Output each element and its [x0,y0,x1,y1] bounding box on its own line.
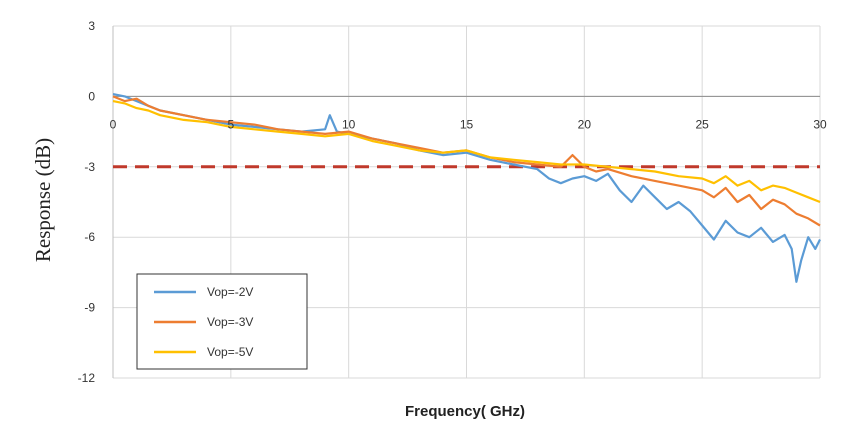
series-line-2 [112,95,821,227]
x-tick-label: 0 [110,117,117,131]
legend-label-2: Vop=-3V [207,315,253,329]
series-line-3 [112,100,821,204]
x-tick-label: 25 [695,117,709,131]
y-axis-label: Response (dB) [31,138,55,262]
y-tick-label: 3 [88,19,95,33]
x-axis-label: Frequency( GHz) [405,403,525,420]
y-tick-label: -12 [78,371,96,385]
y-tick-label: -6 [84,230,95,244]
x-tick-label: 15 [460,117,474,131]
y-tick-labels: 3 0 -3 -6 -9 -12 [78,19,96,385]
x-tick-label: 5 [227,117,234,131]
x-tick-labels: 0 5 10 15 20 25 30 [110,117,827,131]
series-lines [112,93,821,283]
x-tick-label: 20 [578,117,592,131]
y-tick-label: -3 [84,160,95,174]
legend: Vop=-2V Vop=-3V Vop=-5V [136,273,308,370]
x-tick-label: 30 [813,117,827,131]
x-tick-label: 10 [342,117,356,131]
y-tick-label: -9 [84,301,95,315]
series-line-1 [112,93,821,283]
legend-label-3: Vop=-5V [207,345,253,359]
legend-label-1: Vop=-2V [207,285,253,299]
y-tick-label: 0 [88,89,95,103]
